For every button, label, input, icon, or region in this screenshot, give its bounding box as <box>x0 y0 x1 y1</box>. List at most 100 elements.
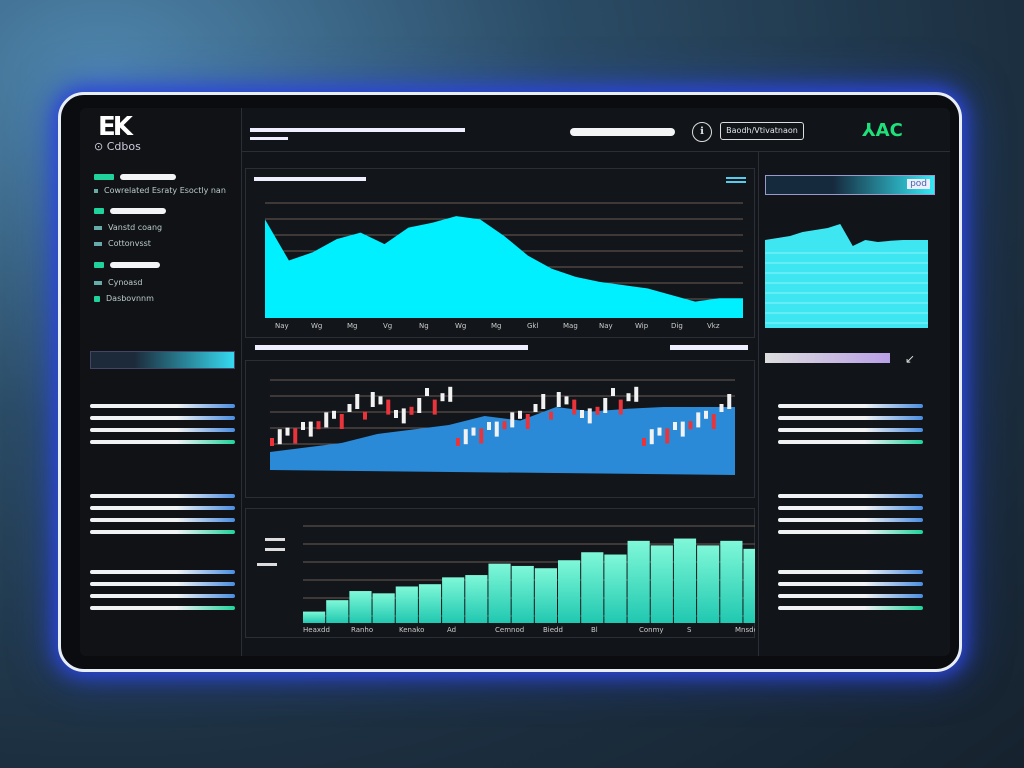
list-row[interactable] <box>778 416 923 420</box>
candle <box>463 429 468 445</box>
search-input[interactable] <box>570 128 675 136</box>
list-row[interactable] <box>778 506 923 510</box>
bar <box>673 538 697 623</box>
bar <box>650 545 673 623</box>
list-row[interactable] <box>778 494 923 498</box>
candle <box>479 428 484 444</box>
list-row[interactable] <box>90 594 235 598</box>
divider <box>758 152 759 656</box>
menu-icon[interactable] <box>726 177 746 183</box>
bar <box>372 593 395 623</box>
candle <box>572 399 577 415</box>
logo: EK <box>98 112 133 142</box>
list-row[interactable] <box>90 570 235 574</box>
candle <box>363 411 367 420</box>
candle <box>541 394 546 409</box>
list-row[interactable] <box>90 530 235 534</box>
list-row[interactable] <box>778 606 923 610</box>
list-row[interactable] <box>778 428 923 432</box>
pin-icon[interactable]: ↙ <box>905 352 916 366</box>
candle <box>270 438 274 446</box>
candle <box>301 422 305 430</box>
sidebar-item[interactable]: Vanstd coang <box>94 223 162 232</box>
sidebar-item[interactable]: Dasbovnnm <box>94 294 154 303</box>
list-row[interactable] <box>90 404 235 408</box>
list-row[interactable] <box>90 494 235 498</box>
candle <box>549 411 553 420</box>
candlestick-chart <box>270 379 735 475</box>
legend-swatch <box>265 548 285 551</box>
bar <box>627 540 650 623</box>
right-panel-badge[interactable]: pod <box>907 179 930 189</box>
bar <box>697 545 720 623</box>
mini-area-chart <box>765 224 928 328</box>
candle <box>580 410 584 418</box>
list-row[interactable] <box>778 518 923 522</box>
bar <box>511 565 534 623</box>
x-tick-label: Nay <box>275 322 289 330</box>
candle <box>688 421 693 430</box>
x-tick-label: Wg <box>455 322 466 330</box>
list-row[interactable] <box>778 530 923 534</box>
candle <box>634 386 639 402</box>
bar <box>418 584 442 623</box>
list-row[interactable] <box>90 506 235 510</box>
x-tick-label: Kenako <box>399 626 424 634</box>
candle <box>277 429 282 445</box>
list-row[interactable] <box>90 606 235 610</box>
candle <box>347 404 352 412</box>
list-row[interactable] <box>778 570 923 574</box>
legend-swatch <box>265 538 285 541</box>
candle <box>556 392 561 407</box>
candle <box>432 399 437 415</box>
list-row[interactable] <box>90 416 235 420</box>
list-row[interactable] <box>778 404 923 408</box>
search-button[interactable]: Baodh/Vtivatnaon <box>720 122 804 140</box>
profile-icon[interactable]: ℹ <box>692 122 712 142</box>
list-row[interactable] <box>90 428 235 432</box>
sidebar-section[interactable] <box>94 262 160 268</box>
candle <box>401 408 406 424</box>
x-tick-label: Wg <box>311 322 322 330</box>
right-slider[interactable] <box>765 353 890 363</box>
list-row[interactable] <box>778 594 923 598</box>
sidebar-item[interactable]: Cottonvsst <box>94 239 151 248</box>
brand-mark: ⅄AC <box>862 120 903 141</box>
list-row[interactable] <box>90 440 235 444</box>
candle <box>711 414 716 429</box>
sidebar-section[interactable] <box>94 208 166 214</box>
sidebar-item[interactable]: Cynoasd <box>94 278 142 287</box>
candle <box>673 422 677 430</box>
bar <box>743 548 755 623</box>
candle <box>494 421 499 437</box>
candle <box>564 396 569 405</box>
list-row[interactable] <box>90 582 235 586</box>
x-tick-label: Mag <box>563 322 578 330</box>
candle <box>394 410 398 418</box>
candle <box>533 404 538 412</box>
candle <box>657 427 662 436</box>
chart-icon <box>94 280 102 285</box>
list-row[interactable] <box>778 440 923 444</box>
x-tick-label: Vkz <box>707 322 720 330</box>
candle <box>502 421 507 430</box>
candle <box>704 410 708 419</box>
candle <box>378 396 383 405</box>
candle <box>696 412 701 428</box>
x-tick-label: Ad <box>447 626 456 634</box>
candle <box>525 414 530 429</box>
candle <box>440 393 445 402</box>
sidebar-section[interactable] <box>94 174 176 180</box>
candle <box>642 438 646 446</box>
candle <box>649 429 654 445</box>
bar-chart: Heaxdd Ranho Kenako Ad Cemnod Biedd Bl Conmy S Mn… <box>257 525 755 634</box>
list-row[interactable] <box>90 518 235 522</box>
bar <box>534 568 557 623</box>
candle <box>316 421 321 430</box>
panel-title <box>254 177 366 181</box>
right-panel-header[interactable]: pod <box>765 175 935 195</box>
sidebar-filter-bar[interactable] <box>90 351 235 369</box>
sidebar-item[interactable]: Cowrelated Esraty Esoctly nan <box>94 186 226 195</box>
list-row[interactable] <box>778 582 923 586</box>
candle <box>409 406 414 415</box>
